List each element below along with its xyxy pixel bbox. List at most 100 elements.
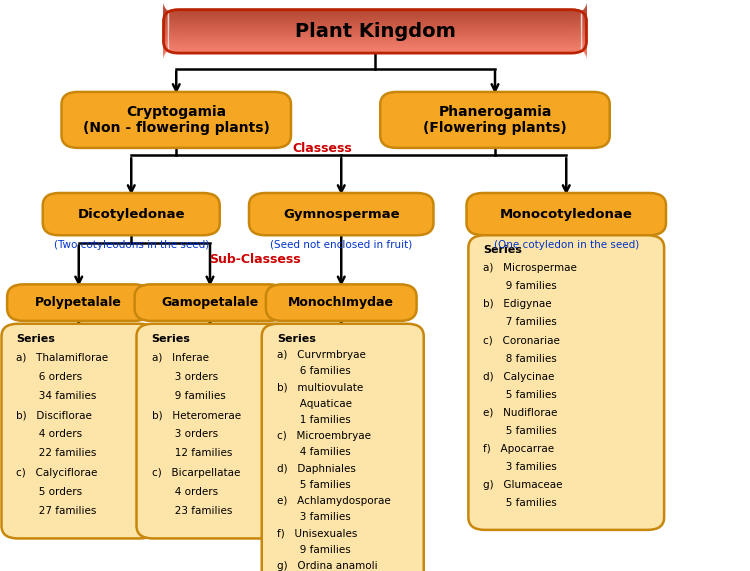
Text: Series: Series	[277, 333, 316, 344]
FancyBboxPatch shape	[164, 31, 586, 50]
Text: 7 families: 7 families	[484, 317, 557, 327]
FancyBboxPatch shape	[164, 19, 586, 38]
FancyBboxPatch shape	[164, 3, 586, 21]
FancyBboxPatch shape	[249, 193, 433, 235]
FancyBboxPatch shape	[164, 18, 586, 37]
Text: 3 orders: 3 orders	[152, 372, 217, 382]
Text: a)   Microspermae: a) Microspermae	[484, 263, 578, 273]
FancyBboxPatch shape	[164, 35, 586, 54]
Text: 12 families: 12 families	[152, 448, 232, 459]
Text: e)   Nudiflorae: e) Nudiflorae	[484, 408, 558, 418]
Text: Series: Series	[16, 333, 56, 344]
Text: f)   Unisexuales: f) Unisexuales	[277, 528, 357, 538]
Text: Series: Series	[152, 333, 190, 344]
Text: c)   Coronariae: c) Coronariae	[484, 336, 560, 345]
Text: 3 families: 3 families	[484, 462, 557, 472]
Text: Gamopetalale: Gamopetalale	[161, 296, 259, 309]
FancyBboxPatch shape	[164, 33, 586, 51]
FancyBboxPatch shape	[164, 24, 586, 43]
FancyBboxPatch shape	[164, 23, 586, 42]
Text: 6 orders: 6 orders	[16, 372, 82, 382]
FancyBboxPatch shape	[164, 15, 586, 33]
FancyBboxPatch shape	[164, 38, 586, 56]
FancyBboxPatch shape	[164, 30, 586, 49]
Text: 4 families: 4 families	[277, 447, 350, 457]
Text: Monocotyledonae: Monocotyledonae	[500, 208, 633, 220]
FancyBboxPatch shape	[164, 13, 586, 31]
FancyBboxPatch shape	[164, 2, 586, 20]
FancyBboxPatch shape	[164, 29, 586, 48]
FancyBboxPatch shape	[164, 10, 586, 28]
Text: Polypetalale: Polypetalale	[35, 296, 122, 309]
Text: b)   Disciflorae: b) Disciflorae	[16, 410, 92, 420]
Text: (One cotyledon in the seed): (One cotyledon in the seed)	[494, 240, 639, 250]
FancyBboxPatch shape	[164, 12, 586, 30]
FancyBboxPatch shape	[164, 20, 586, 38]
Text: b)   Edigynae: b) Edigynae	[484, 299, 552, 309]
FancyBboxPatch shape	[136, 324, 291, 538]
FancyBboxPatch shape	[164, 29, 586, 47]
Text: 1 families: 1 families	[277, 415, 350, 425]
Text: a)   Inferae: a) Inferae	[152, 353, 208, 363]
Text: 27 families: 27 families	[16, 506, 97, 516]
Text: (Seed not enclosed in fruit): (Seed not enclosed in fruit)	[270, 240, 413, 250]
Text: 5 orders: 5 orders	[16, 486, 82, 497]
FancyBboxPatch shape	[164, 9, 586, 27]
FancyBboxPatch shape	[164, 22, 586, 41]
Text: 6 families: 6 families	[277, 366, 350, 376]
FancyBboxPatch shape	[164, 25, 586, 43]
FancyBboxPatch shape	[164, 26, 586, 45]
Text: 5 families: 5 families	[484, 426, 557, 436]
Text: d)   Daphniales: d) Daphniales	[277, 464, 356, 473]
Text: c)   Microembryae: c) Microembryae	[277, 431, 370, 441]
Text: c)   Bicarpellatae: c) Bicarpellatae	[152, 468, 240, 477]
Text: e)   Achlamydosporae: e) Achlamydosporae	[277, 496, 391, 506]
Text: a)   Thalamiflorae: a) Thalamiflorae	[16, 353, 109, 363]
FancyBboxPatch shape	[164, 21, 586, 39]
FancyBboxPatch shape	[266, 284, 417, 321]
Text: Aquaticae: Aquaticae	[277, 399, 352, 409]
Text: 22 families: 22 families	[16, 448, 97, 459]
Text: b)   multiovulate: b) multiovulate	[277, 383, 363, 392]
FancyBboxPatch shape	[135, 284, 286, 321]
Text: 8 families: 8 families	[484, 353, 557, 364]
Text: f)   Apocarrae: f) Apocarrae	[484, 444, 554, 454]
FancyBboxPatch shape	[164, 7, 586, 25]
Text: 9 families: 9 families	[277, 545, 350, 554]
Text: g)   Ordina anamoli: g) Ordina anamoli	[277, 561, 377, 571]
FancyBboxPatch shape	[164, 39, 586, 58]
Text: 5 families: 5 families	[484, 390, 557, 400]
FancyBboxPatch shape	[164, 8, 586, 26]
Text: 9 families: 9 families	[484, 282, 557, 291]
Text: c)   Calyciflorae: c) Calyciflorae	[16, 468, 98, 477]
FancyBboxPatch shape	[164, 14, 586, 33]
Text: 4 orders: 4 orders	[152, 486, 217, 497]
FancyBboxPatch shape	[164, 34, 586, 53]
Text: Series: Series	[484, 245, 522, 255]
FancyBboxPatch shape	[164, 16, 586, 34]
Text: g)   Glumaceae: g) Glumaceae	[484, 480, 562, 490]
FancyBboxPatch shape	[262, 324, 424, 571]
Text: a)   Curvrmbryae: a) Curvrmbryae	[277, 350, 366, 360]
Text: 3 families: 3 families	[277, 512, 350, 522]
Text: 23 families: 23 families	[152, 506, 232, 516]
Text: 4 orders: 4 orders	[16, 429, 82, 439]
Text: 34 families: 34 families	[16, 391, 97, 401]
Text: Plant Kingdom: Plant Kingdom	[295, 22, 455, 41]
Text: Sub-Classess: Sub-Classess	[209, 253, 301, 266]
FancyBboxPatch shape	[43, 193, 220, 235]
Text: 5 families: 5 families	[277, 480, 350, 490]
Text: (Two cotyleodons in the seed): (Two cotyleodons in the seed)	[54, 240, 208, 250]
Text: Phanerogamia
(Flowering plants): Phanerogamia (Flowering plants)	[423, 105, 567, 135]
Text: b)   Heteromerae: b) Heteromerae	[152, 410, 241, 420]
FancyBboxPatch shape	[164, 17, 586, 35]
FancyBboxPatch shape	[164, 5, 586, 23]
FancyBboxPatch shape	[164, 27, 586, 46]
Text: 9 families: 9 families	[152, 391, 225, 401]
FancyBboxPatch shape	[164, 3, 586, 22]
FancyBboxPatch shape	[164, 41, 586, 59]
FancyBboxPatch shape	[8, 284, 150, 321]
FancyBboxPatch shape	[164, 6, 586, 24]
FancyBboxPatch shape	[380, 92, 610, 148]
FancyBboxPatch shape	[164, 39, 586, 57]
